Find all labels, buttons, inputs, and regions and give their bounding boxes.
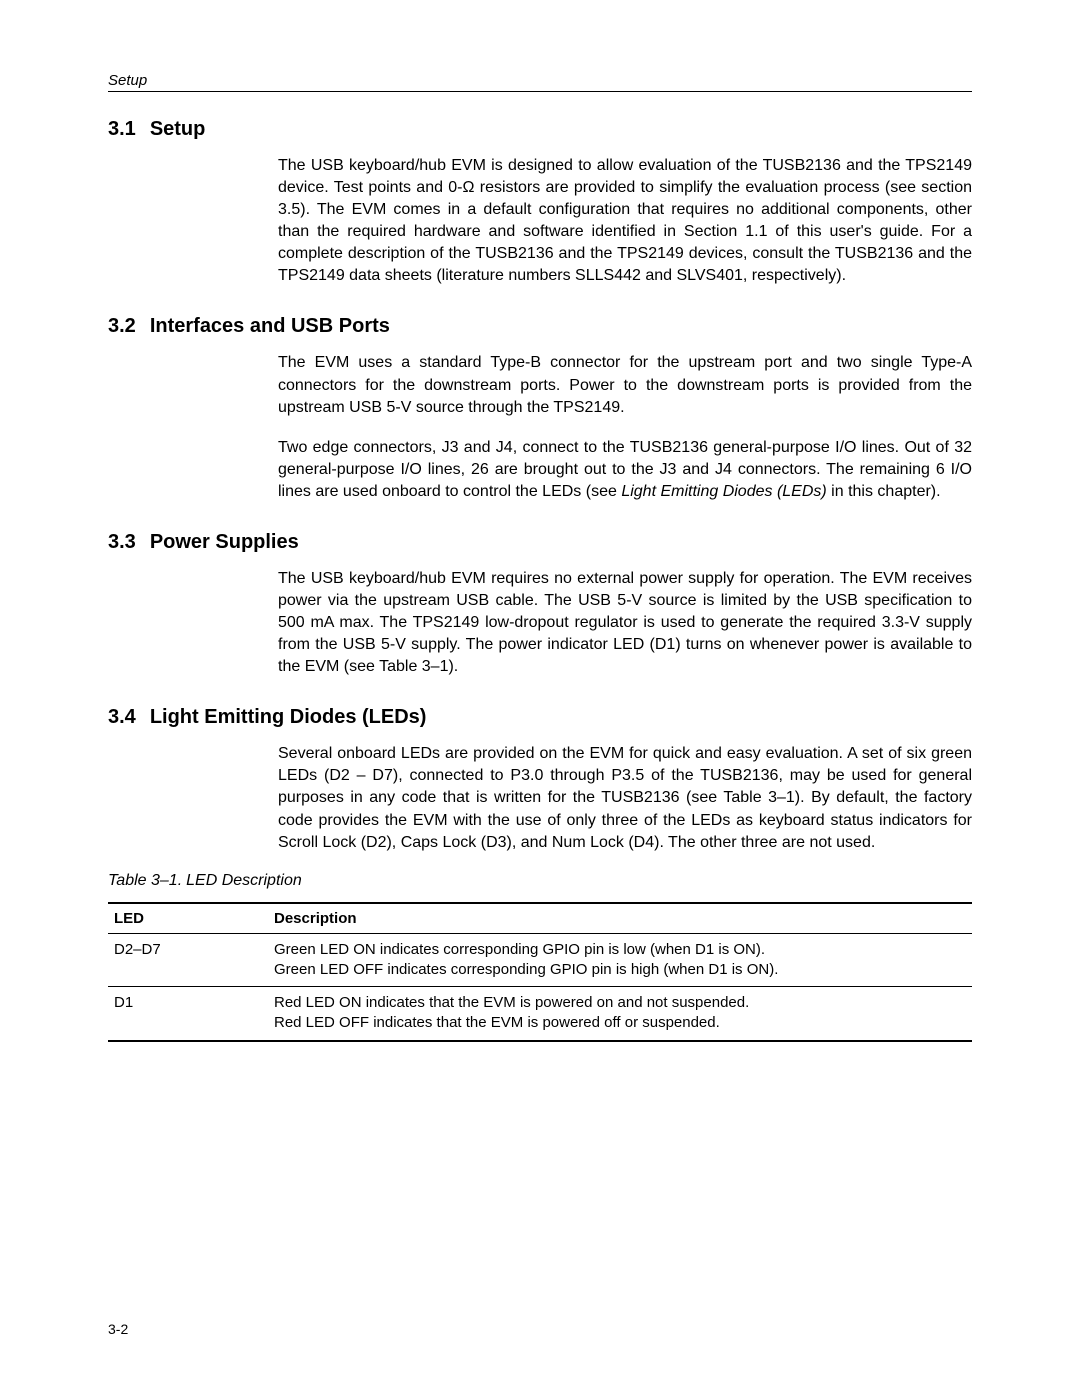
table-header-description: Description — [268, 903, 972, 934]
table-caption-number: Table 3–1. — [108, 872, 182, 890]
document-page: Setup 3.1 Setup The USB keyboard/hub EVM… — [0, 0, 1080, 1082]
body-paragraph: The USB keyboard/hub EVM requires no ext… — [278, 568, 972, 678]
body-paragraph: Several onboard LEDs are provided on the… — [278, 743, 972, 853]
section-title: Light Emitting Diodes (LEDs) — [150, 706, 427, 729]
led-description-table: LED Description D2–D7 Green LED ON indic… — [108, 902, 972, 1042]
body-paragraph: The EVM uses a standard Type-B connector… — [278, 352, 972, 418]
section-number: 3.2 — [108, 315, 136, 338]
section-title: Power Supplies — [150, 531, 299, 554]
table-header-row: LED Description — [108, 903, 972, 934]
section-number: 3.3 — [108, 531, 136, 554]
italic-reference: Light Emitting Diodes (LEDs) — [621, 483, 826, 500]
table-caption: Table 3–1. LED Description — [108, 872, 972, 890]
section-heading-interfaces: 3.2 Interfaces and USB Ports — [108, 315, 972, 338]
table-cell-led: D1 — [108, 987, 268, 1041]
section-title: Setup — [150, 118, 206, 141]
section-number: 3.4 — [108, 706, 136, 729]
body-paragraph: Two edge connectors, J3 and J4, connect … — [278, 437, 972, 503]
section-title: Interfaces and USB Ports — [150, 315, 390, 338]
running-header: Setup — [108, 72, 972, 92]
table-cell-line: Green LED ON indicates corresponding GPI… — [274, 941, 765, 958]
table-cell-line: Red LED OFF indicates that the EVM is po… — [274, 1014, 720, 1031]
table-row: D2–D7 Green LED ON indicates correspondi… — [108, 933, 972, 987]
table-row: D1 Red LED ON indicates that the EVM is … — [108, 987, 972, 1041]
table-cell-led: D2–D7 — [108, 933, 268, 987]
table-caption-title: LED Description — [186, 872, 302, 890]
paragraph-text: in this chapter). — [827, 483, 941, 500]
section-number: 3.1 — [108, 118, 136, 141]
section-heading-power-supplies: 3.3 Power Supplies — [108, 531, 972, 554]
table-cell-description: Red LED ON indicates that the EVM is pow… — [268, 987, 972, 1041]
section-heading-setup: 3.1 Setup — [108, 118, 972, 141]
body-paragraph: The USB keyboard/hub EVM is designed to … — [278, 155, 972, 287]
table-cell-line: Red LED ON indicates that the EVM is pow… — [274, 994, 749, 1011]
page-number: 3-2 — [108, 1321, 128, 1337]
table-header-led: LED — [108, 903, 268, 934]
table-cell-line: Green LED OFF indicates corresponding GP… — [274, 961, 778, 978]
table-cell-description: Green LED ON indicates corresponding GPI… — [268, 933, 972, 987]
section-heading-leds: 3.4 Light Emitting Diodes (LEDs) — [108, 706, 972, 729]
